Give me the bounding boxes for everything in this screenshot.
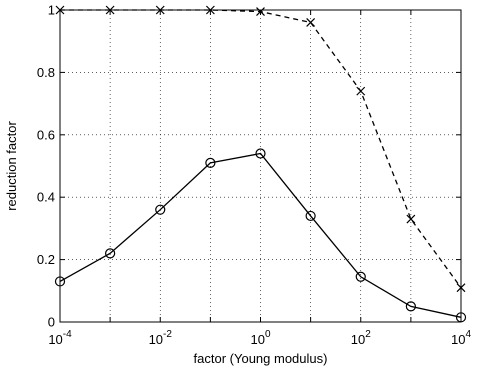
data-point-circle bbox=[355, 271, 366, 282]
grid bbox=[60, 10, 461, 322]
series-line-1 bbox=[59, 152, 462, 318]
y-tick-label: 0.2 bbox=[37, 252, 55, 267]
y-tick-label: 0.8 bbox=[37, 65, 55, 80]
x-tick-label: 102 bbox=[351, 329, 371, 347]
tick-labels: 0 0.2 0.4 0.6 0.8 1 10-4 10-2 100 102 104 bbox=[37, 3, 472, 348]
data-point-circle bbox=[205, 157, 216, 168]
x-tick-label: 10-2 bbox=[149, 329, 173, 347]
x-axis-title: factor (Young modulus) bbox=[194, 351, 328, 366]
y-tick-label: 0.6 bbox=[37, 127, 55, 142]
y-axis-title: reduction factor bbox=[4, 121, 19, 211]
data-point-circle bbox=[255, 148, 266, 159]
data-point-circle bbox=[405, 301, 416, 312]
data-point-circle bbox=[105, 248, 116, 259]
data-point-circle bbox=[155, 204, 166, 215]
x-tick-label: 104 bbox=[451, 329, 471, 347]
ticks bbox=[59, 9, 462, 323]
x-tick-label: 100 bbox=[250, 329, 270, 347]
data-point-x bbox=[356, 86, 366, 96]
x-tick-label: 10-4 bbox=[48, 329, 72, 347]
data-point-circle bbox=[305, 210, 316, 222]
y-tick-label: 0.4 bbox=[37, 190, 55, 205]
data-point-x bbox=[306, 18, 316, 27]
y-tick-label: 1 bbox=[48, 3, 55, 18]
y-tick-label: 0 bbox=[48, 315, 55, 330]
data-point-x bbox=[406, 214, 416, 224]
